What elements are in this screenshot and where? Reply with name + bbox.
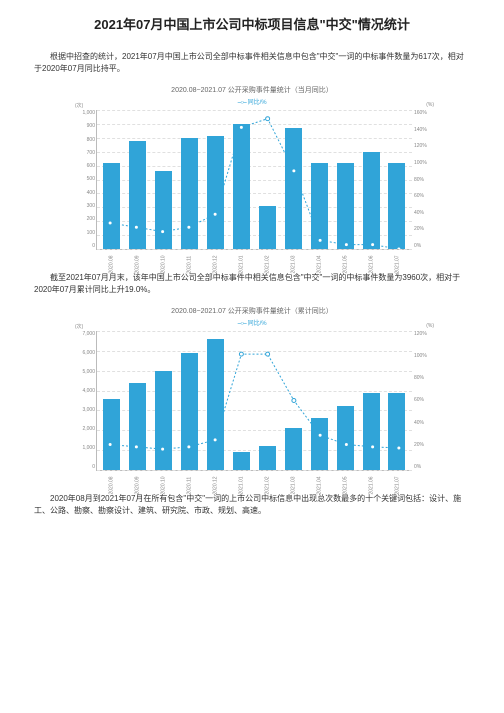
bar	[337, 163, 354, 249]
chart-2-bars	[97, 331, 412, 470]
bar	[129, 383, 146, 470]
chart-2-title: 2020.08~2021.07 公开采购事件量统计（累计同比）	[72, 306, 432, 316]
bar	[233, 452, 250, 470]
bar	[388, 163, 405, 249]
bar	[311, 418, 328, 470]
bar	[285, 128, 302, 249]
bar	[363, 152, 380, 249]
bar	[155, 171, 172, 249]
bar	[129, 141, 146, 249]
bar	[363, 393, 380, 470]
bar	[259, 206, 276, 249]
bar	[388, 393, 405, 470]
page: 2021年07月中国上市公司中标项目信息"中交"情况统计 根据中招查的统计，20…	[0, 0, 504, 517]
page-title: 2021年07月中国上市公司中标项目信息"中交"情况统计	[34, 14, 470, 33]
chart-1-x-axis: 2020.082020.092020.102020.112020.122021.…	[96, 250, 412, 258]
chart-2-y-unit-right: (%)	[426, 323, 434, 329]
bar	[233, 124, 250, 249]
bar	[155, 371, 172, 470]
paragraph-2: 截至2021年07月月末，该年中国上市公司全部中标事件中相关信息包含"中交"一词…	[34, 272, 470, 296]
bar	[207, 136, 224, 249]
bar	[181, 138, 198, 249]
chart-2-x-axis: 2020.082020.092020.102020.112020.122021.…	[96, 471, 412, 479]
bar	[207, 339, 224, 470]
bar	[103, 399, 120, 470]
chart-1-y-unit-left: (次)	[75, 102, 83, 109]
bar	[103, 163, 120, 249]
chart-2-y-axis-right: 120%100%80%60%40%20%0%	[414, 331, 434, 470]
chart-1-legend: ---○--- 同比/%	[72, 97, 432, 106]
chart-2-legend: ---○--- 同比/%	[72, 318, 432, 327]
bar	[337, 406, 354, 470]
chart-2-y-unit-left: (次)	[75, 323, 83, 330]
chart-1-y-axis-left: 1,0009008007006005004003002001000	[75, 110, 95, 249]
chart-1-y-unit-right: (%)	[426, 102, 434, 108]
bar	[259, 446, 276, 470]
chart-1: 2020.08~2021.07 公开采购事件量统计（当月同比） ---○--- …	[72, 85, 432, 258]
chart-1-bars	[97, 110, 412, 249]
chart-1-title: 2020.08~2021.07 公开采购事件量统计（当月同比）	[72, 85, 432, 95]
chart-1-area: (次) (%) 1,000900800700600500400300200100…	[96, 110, 412, 250]
chart-2-area: (次) (%) 7,0006,0005,0004,0003,0002,0001,…	[96, 331, 412, 471]
paragraph-3: 2020年08月到2021年07月在所有包含"中交"一词的上市公司中标信息中出现…	[34, 493, 470, 517]
bar	[285, 428, 302, 470]
bar	[311, 163, 328, 249]
chart-2-y-axis-left: 7,0006,0005,0004,0003,0002,0001,0000	[75, 331, 95, 470]
chart-2: 2020.08~2021.07 公开采购事件量统计（累计同比） ---○--- …	[72, 306, 432, 479]
bar	[181, 353, 198, 470]
paragraph-1: 根据中招查的统计，2021年07月中国上市公司全部中标事件相关信息中包含"中交"…	[34, 51, 470, 75]
chart-1-y-axis-right: 160%140%120%100%80%60%40%20%0%	[414, 110, 434, 249]
